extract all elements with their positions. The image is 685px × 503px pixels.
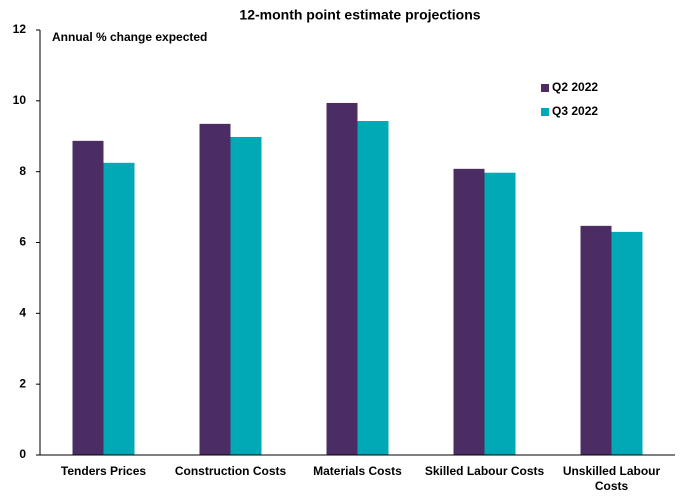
y-tick-label: 6 — [19, 235, 26, 249]
bar — [453, 168, 485, 456]
y-tick-label: 0 — [19, 447, 26, 461]
bar — [580, 225, 612, 455]
bar — [326, 102, 358, 455]
bar — [199, 123, 231, 456]
y-tick-label: 8 — [19, 164, 26, 178]
x-tick-label: Construction Costs — [174, 464, 287, 478]
legend-label: Q3 2022 — [552, 104, 598, 118]
legend-label: Q2 2022 — [552, 80, 598, 94]
y-tick-label: 4 — [19, 306, 26, 320]
y-tick-label: 12 — [13, 22, 27, 36]
bar — [72, 140, 104, 455]
x-tick-label: Materials Costs — [313, 464, 402, 478]
bar — [484, 172, 516, 455]
y-tick-label: 10 — [13, 93, 27, 107]
y-tick-label: 2 — [19, 376, 26, 390]
x-tick-label: Unskilled Labour Costs — [562, 464, 661, 493]
x-tick-label: Tenders Prices — [60, 464, 147, 478]
chart-title: 12-month point estimate projections — [239, 7, 480, 23]
bar — [230, 136, 262, 456]
y-axis-label: Annual % change expected — [52, 30, 207, 44]
legend-swatch — [541, 108, 549, 116]
legend-swatch — [541, 84, 549, 92]
bar — [103, 162, 135, 455]
bar — [357, 121, 389, 455]
bar — [611, 231, 643, 455]
x-tick-label: Skilled Labour Costs — [424, 464, 545, 478]
